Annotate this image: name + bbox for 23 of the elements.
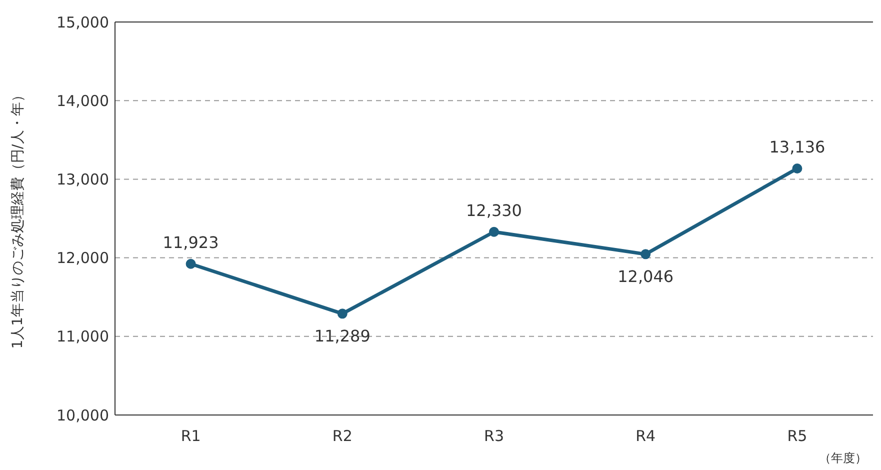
point [337,308,348,319]
x-tick-label: R1 [180,427,201,445]
y-tick-label: 13,000 [56,170,109,188]
x-axis-title: （年度） [819,451,867,465]
y-tick-label: 10,000 [56,406,109,424]
x-tick-label: R4 [636,427,656,445]
y-axis-title: 1人1年当りのごみ処理経費（円/人・年） [10,88,26,349]
text: 12,046 [618,267,674,286]
x-tick-label: R5 [787,427,808,445]
y-tick-label: 12,000 [56,249,109,268]
x-tick-label: R2 [332,427,352,445]
text: 11,289 [314,326,370,346]
point [186,258,196,269]
y-tick-label: 11,000 [56,328,109,346]
text: 13,136 [769,138,826,157]
text: 12,330 [466,200,522,220]
point [489,226,499,237]
x-tick-label: R3 [484,427,504,445]
y-tick-label: 15,000 [56,13,109,32]
text: 11,923 [162,232,219,252]
point [792,164,802,174]
y-tick-label: 14,000 [56,92,109,110]
point [640,249,651,260]
